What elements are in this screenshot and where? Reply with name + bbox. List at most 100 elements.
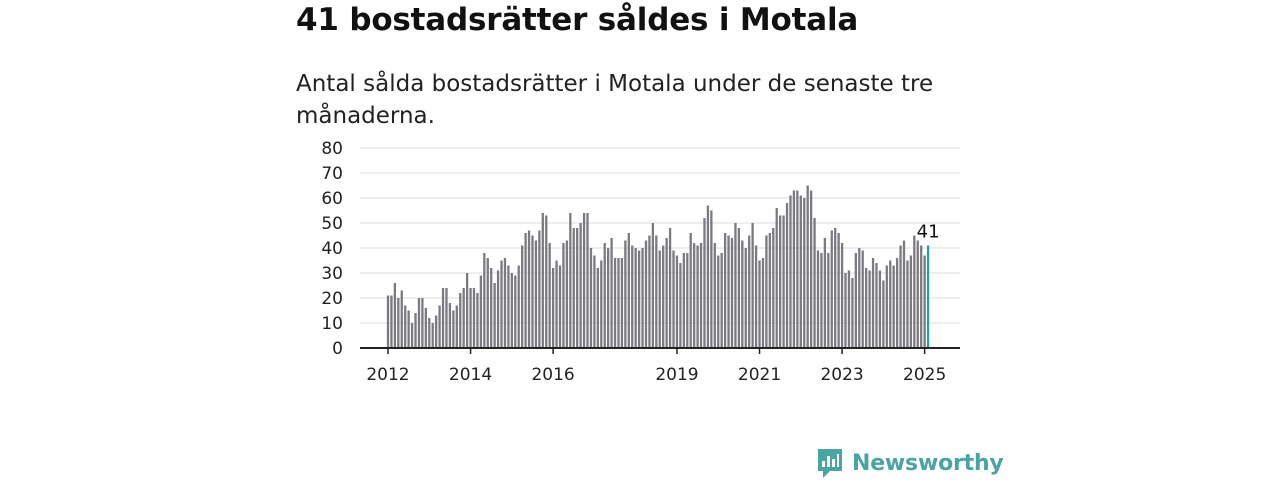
bar [785,203,789,348]
bar [603,243,606,348]
bar [521,245,524,348]
bar [892,265,895,348]
bar [686,253,689,348]
bar [713,243,716,348]
y-tick-label: 40 [321,239,343,259]
bar [878,270,882,348]
bar [703,218,706,348]
bar [717,255,720,348]
bar-chart: 0 10 20 30 40 50 60 70 80 2012 2014 2016 2019 2021 202… [321,139,960,385]
bar [761,258,765,348]
bar [675,255,679,348]
bar [510,273,513,348]
bar [782,215,785,348]
bar [727,235,730,348]
bar [679,263,682,348]
bar [545,215,548,348]
bar [895,258,899,348]
bar [613,258,617,348]
latest-value-label: 41 [917,222,940,243]
bar [582,213,586,348]
bar [472,288,476,348]
bar [631,245,634,348]
bar-latest [926,245,930,348]
bar [541,213,544,348]
bar [400,290,403,348]
bar [469,288,472,348]
bar [620,258,624,348]
bar [448,303,452,348]
bar [923,255,926,348]
bar [514,275,517,348]
bar [689,233,692,348]
bar [699,243,703,348]
bar [837,233,840,348]
y-tick-label: 30 [321,264,343,284]
bar [500,260,503,348]
chart-subtitle: Antal sålda bostadsrätter i Motala under… [296,71,934,129]
bar [730,238,734,348]
bar [428,318,431,348]
bar [445,288,448,348]
bar [823,238,827,348]
bar [854,253,857,348]
x-tick-label: 2012 [366,365,409,385]
bar [435,315,438,348]
bar [758,260,761,348]
bar [658,250,661,348]
newsworthy-logo-text: Newsworthy [852,450,1004,476]
bar [624,240,627,348]
y-tick-label: 10 [321,314,343,334]
bar [572,228,575,348]
bar [627,233,630,348]
bar [741,240,744,348]
bar [865,268,868,348]
bar [579,223,582,348]
bar [565,240,569,348]
x-tick-label: 2023 [820,365,863,385]
bar [390,295,393,348]
bar [462,288,465,348]
bar [737,228,741,348]
bar [885,265,888,348]
bar [507,265,510,348]
bar [596,268,599,348]
bar [593,255,596,348]
bar [789,195,792,348]
x-tick-label: 2019 [655,365,698,385]
x-tick-label: 2021 [738,365,781,385]
bar [920,245,923,348]
bar [751,223,754,348]
y-tick-label: 20 [321,289,343,309]
bar [806,185,809,348]
bar [662,245,665,348]
bar [734,223,737,348]
bar [455,305,458,348]
bar [830,230,833,348]
bar [441,288,445,348]
bar [754,245,758,348]
bar [906,260,909,348]
bar [655,235,658,348]
bar [490,268,493,348]
bar [668,228,672,348]
bar [438,305,441,348]
bar [834,228,837,348]
bar [397,298,400,348]
bar [538,230,541,348]
bar [844,273,847,348]
bar [483,253,486,348]
bar [889,260,892,348]
bar [913,235,916,348]
newsworthy-logo: Newsworthy [816,446,1004,480]
bar [644,240,648,348]
bar [410,323,414,348]
chart-title: 41 bostadsrätter såldes i Motala [296,2,859,38]
bar [693,243,696,348]
bar [882,280,885,348]
bar [775,208,778,348]
x-tick-label: 2025 [903,365,946,385]
bar [421,298,424,348]
bar [479,275,483,348]
bar [407,310,410,348]
